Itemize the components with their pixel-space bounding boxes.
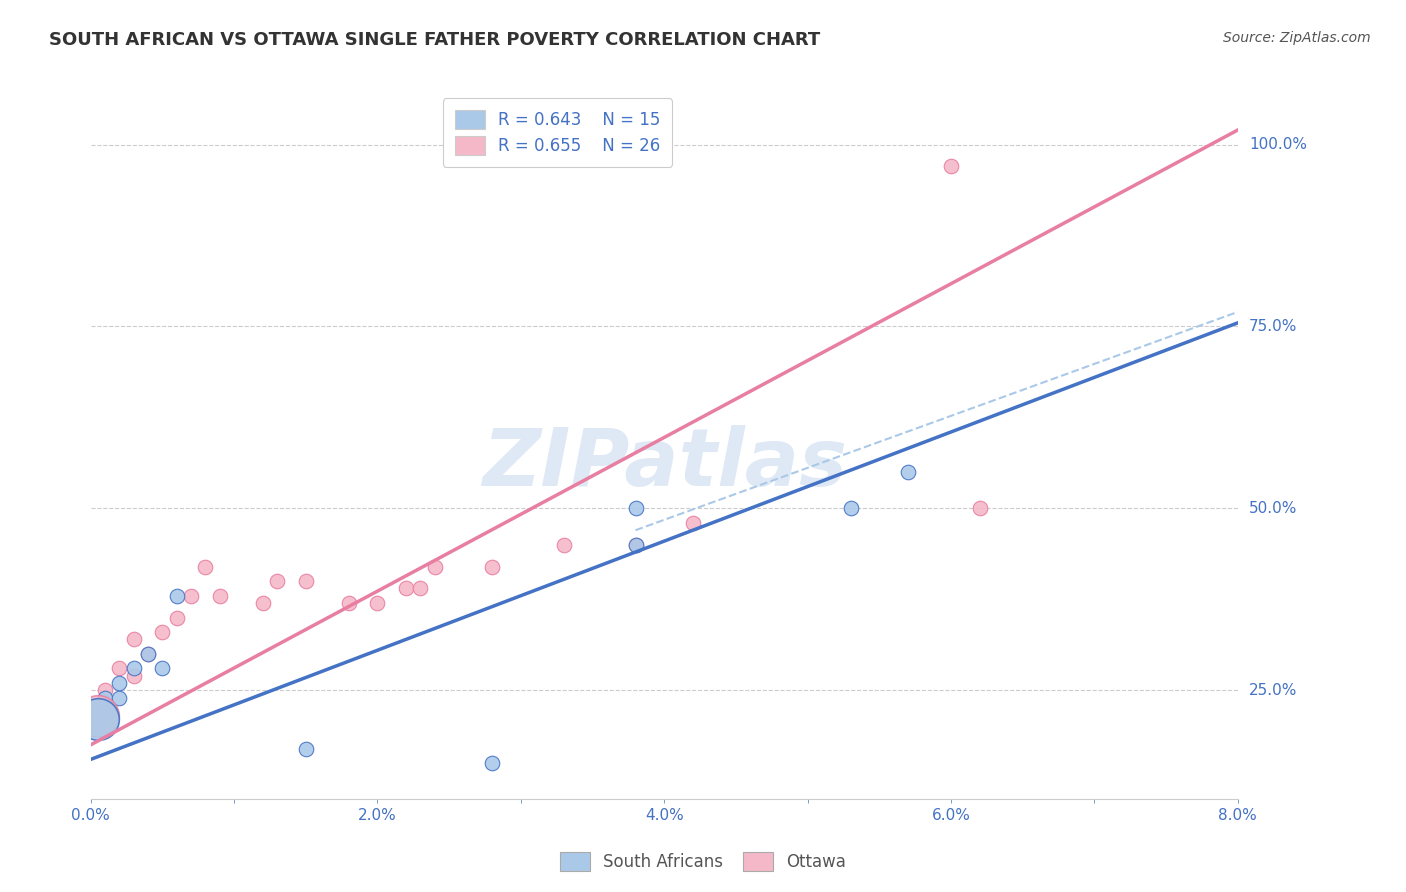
Point bbox=[294, 574, 316, 589]
Point bbox=[87, 713, 110, 727]
Point bbox=[423, 559, 446, 574]
Point bbox=[294, 741, 316, 756]
Point bbox=[94, 690, 117, 705]
Text: SOUTH AFRICAN VS OTTAWA SINGLE FATHER POVERTY CORRELATION CHART: SOUTH AFRICAN VS OTTAWA SINGLE FATHER PO… bbox=[49, 31, 821, 49]
Point bbox=[122, 669, 145, 683]
Point bbox=[624, 501, 647, 516]
Point bbox=[624, 538, 647, 552]
Point bbox=[481, 559, 503, 574]
Point bbox=[94, 705, 117, 719]
Point bbox=[94, 683, 117, 698]
Legend: R = 0.643    N = 15, R = 0.655    N = 26: R = 0.643 N = 15, R = 0.655 N = 26 bbox=[443, 98, 672, 167]
Point bbox=[108, 690, 131, 705]
Point bbox=[969, 501, 991, 516]
Point bbox=[94, 705, 117, 719]
Point bbox=[136, 647, 159, 661]
Point bbox=[150, 661, 173, 675]
Point bbox=[87, 708, 110, 723]
Text: ZIPatlas: ZIPatlas bbox=[482, 425, 846, 503]
Point bbox=[166, 610, 188, 624]
Text: 50.0%: 50.0% bbox=[1249, 501, 1298, 516]
Point bbox=[180, 589, 202, 603]
Text: 25.0%: 25.0% bbox=[1249, 682, 1298, 698]
Point bbox=[266, 574, 288, 589]
Point bbox=[481, 756, 503, 770]
Point bbox=[682, 516, 704, 530]
Point bbox=[897, 465, 920, 479]
Text: 100.0%: 100.0% bbox=[1249, 137, 1308, 152]
Point bbox=[194, 559, 217, 574]
Point bbox=[939, 160, 962, 174]
Point bbox=[150, 625, 173, 640]
Point bbox=[252, 596, 274, 610]
Point bbox=[839, 501, 862, 516]
Point bbox=[87, 720, 110, 734]
Point bbox=[122, 661, 145, 675]
Point bbox=[122, 632, 145, 647]
Point bbox=[395, 582, 418, 596]
Text: 75.0%: 75.0% bbox=[1249, 319, 1298, 334]
Point bbox=[166, 589, 188, 603]
Point bbox=[624, 538, 647, 552]
Point bbox=[208, 589, 231, 603]
Legend: South Africans, Ottawa: South Africans, Ottawa bbox=[551, 843, 855, 880]
Point bbox=[553, 538, 575, 552]
Point bbox=[337, 596, 360, 610]
Text: Source: ZipAtlas.com: Source: ZipAtlas.com bbox=[1223, 31, 1371, 45]
Point bbox=[409, 582, 432, 596]
Point bbox=[366, 596, 388, 610]
Point bbox=[136, 647, 159, 661]
Point bbox=[87, 720, 110, 734]
Point bbox=[108, 661, 131, 675]
Point bbox=[108, 676, 131, 690]
